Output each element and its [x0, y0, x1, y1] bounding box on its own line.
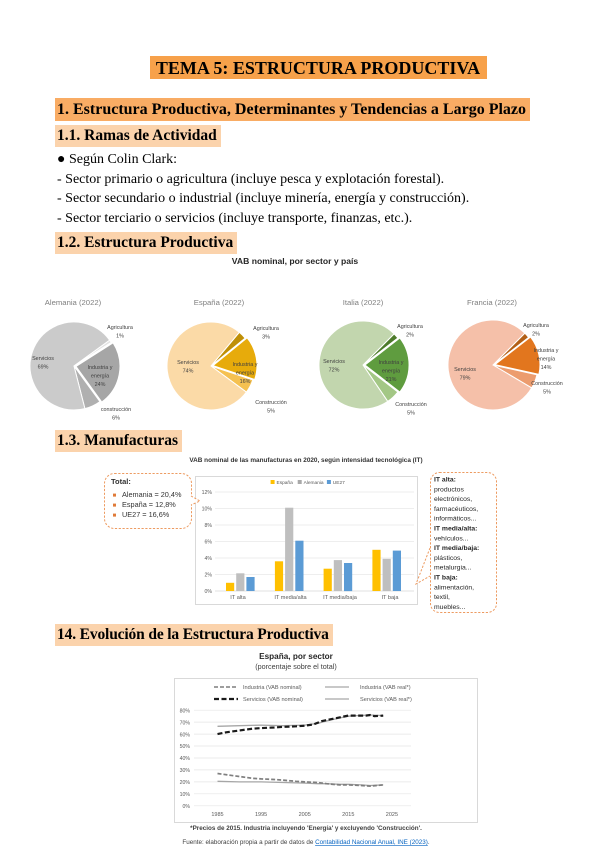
svg-text:España = 12,8%: España = 12,8% [122, 500, 176, 509]
svg-text:*Precios de 2015. Industria in: *Precios de 2015. Industria incluyendo '… [190, 825, 422, 832]
svg-text:20%: 20% [180, 780, 191, 786]
svg-text:vehículos...: vehículos... [434, 535, 468, 542]
svg-text:UE27 = 16,6%: UE27 = 16,6% [122, 510, 170, 519]
svg-text:4%: 4% [205, 556, 213, 562]
svg-text:Servicios (VAB real*): Servicios (VAB real*) [360, 697, 412, 703]
svg-text:12%: 12% [202, 490, 213, 496]
svg-text:IT media/baja: IT media/baja [323, 595, 358, 601]
svg-text:50%: 50% [180, 744, 191, 750]
svg-text:0%: 0% [205, 589, 213, 595]
svg-text:Alemania: Alemania [304, 480, 324, 486]
svg-text:10%: 10% [202, 507, 213, 513]
svg-text:informáticos...: informáticos... [434, 516, 476, 523]
svg-text:Francia (2022): Francia (2022) [467, 298, 517, 307]
svg-text:alimentación,: alimentación, [434, 584, 474, 591]
svg-text:Industria (VAB nominal): Industria (VAB nominal) [243, 685, 302, 691]
svg-text:0%: 0% [183, 804, 191, 810]
svg-text:10%: 10% [180, 792, 191, 798]
svg-text:Fuente: elaboración propia a p: Fuente: elaboración propia a partir de d… [182, 839, 429, 846]
svg-text:textil,: textil, [434, 594, 450, 601]
svg-text:2005: 2005 [299, 812, 311, 818]
svg-text:IT baja:: IT baja: [434, 575, 458, 582]
svg-text:30%: 30% [180, 768, 191, 774]
svg-text:40%: 40% [180, 756, 191, 762]
svg-text:metalurgia...: metalurgia... [434, 565, 472, 572]
svg-text:IT alta:: IT alta: [434, 477, 456, 484]
svg-text:70%: 70% [180, 720, 191, 726]
svg-text:Total:: Total: [111, 477, 131, 486]
svg-text:1985: 1985 [211, 812, 223, 818]
svg-text:IT media/alta:: IT media/alta: [434, 526, 477, 533]
svg-text:8%: 8% [205, 523, 213, 529]
svg-text:2015: 2015 [342, 812, 354, 818]
svg-text:VAB nominal de las manufactura: VAB nominal de las manufacturas en 2020,… [189, 457, 422, 464]
svg-text:España, por sector: España, por sector [259, 652, 334, 661]
svg-text:(porcentaje sobre el total): (porcentaje sobre el total) [255, 662, 337, 671]
svg-text:2%: 2% [205, 573, 213, 579]
svg-text:España: España [277, 480, 294, 486]
svg-text:España (2022): España (2022) [194, 298, 245, 307]
svg-text:IT baja: IT baja [382, 595, 400, 601]
svg-text:Italia (2022): Italia (2022) [343, 298, 384, 307]
svg-text:Servicios (VAB nominal): Servicios (VAB nominal) [243, 697, 303, 703]
svg-text:IT alta: IT alta [230, 595, 246, 601]
svg-text:electrónicos,: electrónicos, [434, 496, 472, 503]
svg-text:UE27: UE27 [333, 480, 345, 486]
svg-text:Industria (VAB real*): Industria (VAB real*) [360, 685, 411, 691]
svg-text:60%: 60% [180, 732, 191, 738]
svg-text:Alemania = 20,4%: Alemania = 20,4% [122, 490, 182, 499]
svg-text:farmacéuticos,: farmacéuticos, [434, 506, 478, 513]
svg-text:muebles...: muebles... [434, 604, 465, 611]
svg-text:Alemania (2022): Alemania (2022) [45, 298, 102, 307]
svg-text:IT media/alta: IT media/alta [274, 595, 307, 601]
svg-text:IT media/baja:: IT media/baja: [434, 545, 479, 552]
svg-text:productos: productos [434, 486, 464, 493]
svg-text:80%: 80% [180, 708, 191, 714]
svg-text:plásticos,: plásticos, [434, 555, 462, 562]
svg-text:6%: 6% [205, 540, 213, 546]
svg-text:1995: 1995 [255, 812, 267, 818]
svg-text:2025: 2025 [386, 812, 398, 818]
